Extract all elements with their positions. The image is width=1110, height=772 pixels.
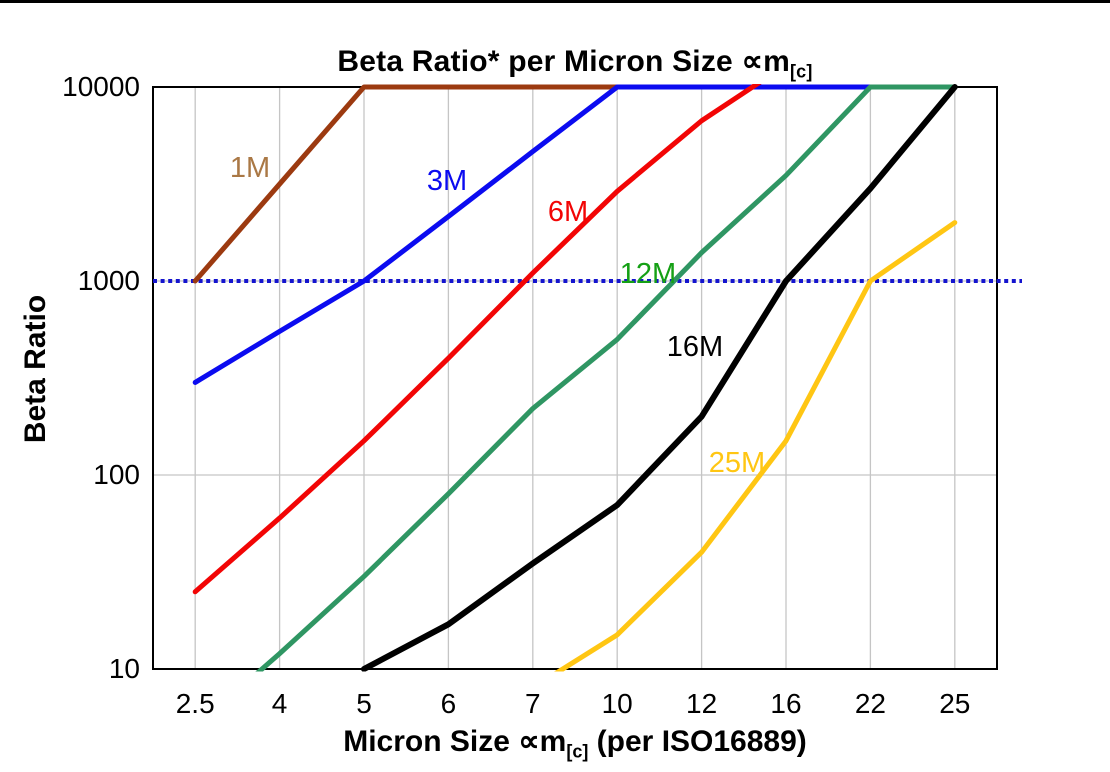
x-tick-label-6: 6 <box>440 688 457 719</box>
x-tick-label-4: 4 <box>271 688 288 719</box>
series-label-1M: 1M <box>230 152 270 184</box>
series-label-12M: 12M <box>620 258 676 290</box>
x-tick-label-10: 10 <box>601 688 633 719</box>
top-border-line <box>0 0 1110 3</box>
chart-title-text: Beta Ratio* per Micron Size ∝m <box>337 45 790 78</box>
x-tick-label-12: 12 <box>686 688 718 719</box>
series-label-3M: 3M <box>427 165 467 197</box>
chart-title: Beta Ratio* per Micron Size ∝m[c] <box>153 44 997 82</box>
y-tick-label-1000: 1000 <box>77 265 140 296</box>
series-line-3M <box>192 84 958 385</box>
y-tick-label-10: 10 <box>108 653 140 684</box>
x-tick-label-25: 25 <box>939 688 971 719</box>
x-axis-title: Micron Size ∝m[c] (per ISO16889) <box>153 724 997 762</box>
x-tick-label-16: 16 <box>770 688 802 719</box>
x-axis-title-subscript: [c] <box>566 741 589 762</box>
x-axis-title-suffix: (per ISO16889) <box>588 725 807 758</box>
series-label-6M: 6M <box>548 196 588 228</box>
series-line-12M <box>255 84 958 672</box>
series-line-6M <box>192 84 762 595</box>
series-line-25M <box>554 220 958 672</box>
y-tick-label-100: 100 <box>93 459 140 490</box>
series-label-25M: 25M <box>709 447 765 479</box>
series-label-16M: 16M <box>667 331 723 363</box>
x-tick-label-2.5: 2.5 <box>175 688 215 719</box>
series-line-1M <box>192 84 620 284</box>
x-tick-label-7: 7 <box>525 688 541 719</box>
y-tick-label-10000: 10000 <box>62 71 140 102</box>
x-tick-label-22: 22 <box>854 688 886 719</box>
chart-title-subscript: [c] <box>789 61 813 82</box>
x-axis-title-text: Micron Size ∝m <box>343 725 567 758</box>
series-line-16M <box>361 84 958 672</box>
x-tick-label-5: 5 <box>356 688 372 719</box>
